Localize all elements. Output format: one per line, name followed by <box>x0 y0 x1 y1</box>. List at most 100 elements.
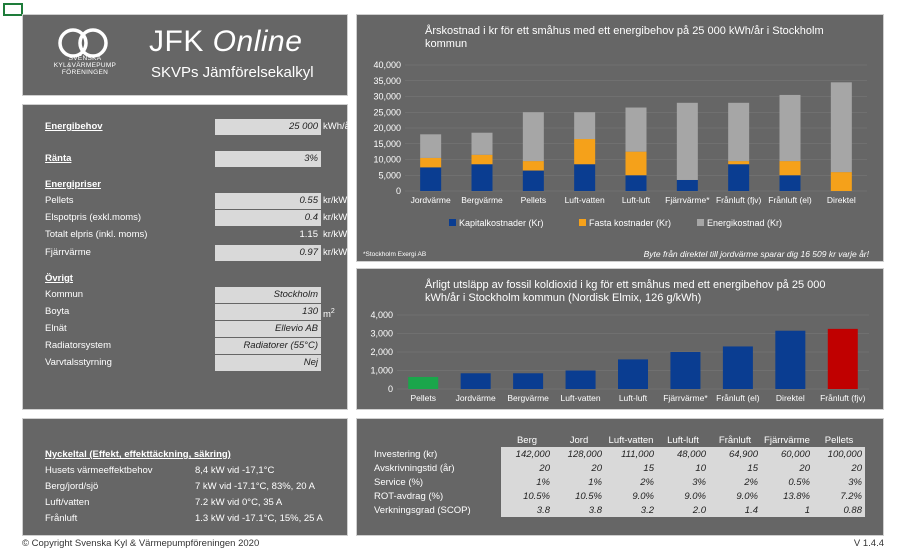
bar-segment <box>830 172 852 191</box>
boyta-input[interactable]: 130 <box>215 304 321 320</box>
chart-footnote: *Stockholm Exergi AB <box>363 251 426 258</box>
x-tick-label: Direktel <box>827 195 856 205</box>
table-row-label: Verkningsgrad (SCOP) <box>374 504 471 516</box>
bar <box>670 352 701 389</box>
table-cell[interactable]: 15 <box>709 461 761 475</box>
key-label: Berg/jord/sjö <box>45 481 99 492</box>
table-cell[interactable]: 128,000 <box>553 447 605 461</box>
table-cell[interactable]: 20 <box>761 461 813 475</box>
table-row: Investering (kr) 142,000 128,000 111,000 48,… <box>371 447 865 461</box>
ranta-input[interactable]: 3% <box>215 151 321 167</box>
table-cell[interactable]: 10.5% <box>553 489 605 503</box>
table-cell[interactable]: 3.8 <box>553 503 605 517</box>
savings-note: Byte från direktel till jordvärme sparar… <box>644 249 870 259</box>
table-cell[interactable]: 64,900 <box>709 447 761 461</box>
x-tick-label: Fjärrvärme* <box>663 393 708 403</box>
table-cell[interactable]: 2.0 <box>657 503 709 517</box>
table-cell[interactable]: 3% <box>813 475 865 489</box>
table-cell[interactable]: 20 <box>501 461 553 475</box>
bar-segment <box>728 102 750 162</box>
table-cell[interactable]: 2% <box>709 475 761 489</box>
table-cell[interactable]: 1 <box>761 503 813 517</box>
table-cell[interactable]: 3% <box>657 475 709 489</box>
key-value: 8,4 kW vid -17,1°C <box>195 465 275 476</box>
totalt-elpris-label: Totalt elpris (inkl. moms) <box>45 229 148 240</box>
bar-segment <box>779 175 801 191</box>
selected-cell-indicator[interactable] <box>3 3 23 16</box>
key-label: Frånluft <box>45 513 78 524</box>
table-cell[interactable]: 3.2 <box>605 503 657 517</box>
kommun-label: Kommun <box>45 289 84 300</box>
fjarrvarme-unit: kr/kWh <box>323 247 353 258</box>
table-column-header: Pellets <box>824 434 854 446</box>
elnat-select[interactable]: Ellevio AB <box>215 321 321 337</box>
varvtalsstyrning-select[interactable]: Nej <box>215 355 321 371</box>
fjarrvarme-price-input[interactable]: 0.97 <box>215 245 321 261</box>
y-tick-label: 20,000 <box>373 123 401 133</box>
radiatorsystem-select[interactable]: Radiatorer (55°C) <box>215 338 321 354</box>
bar-segment <box>574 164 596 191</box>
table-cell[interactable]: 48,000 <box>657 447 709 461</box>
annual-cost-chart-title: Årskostnad i kr för ett småhus med ett e… <box>425 25 824 50</box>
elspotpris-input[interactable]: 0.4 <box>215 210 321 226</box>
bar-segment <box>471 164 493 191</box>
co2-emission-chart-panel: Årligt utsläpp av fossil koldioxid i kg … <box>356 268 884 410</box>
key-figures-panel: Nyckeltal (Effekt, effekttäckning, säkri… <box>22 418 348 536</box>
bar-segment <box>779 161 801 176</box>
table-cell[interactable]: 142,000 <box>501 447 553 461</box>
boyta-label: Boyta <box>45 306 70 317</box>
x-tick-label: Bergvärme <box>461 195 503 205</box>
legend-entry: Energikostnad (Kr) <box>707 218 782 228</box>
bar-segment <box>625 107 647 152</box>
table-cell[interactable]: 9.0% <box>709 489 761 503</box>
table-cell[interactable]: 1% <box>501 475 553 489</box>
table-cell[interactable]: 20 <box>813 461 865 475</box>
table-row-label: Avskrivningstid (år) <box>374 462 455 474</box>
table-cell[interactable]: 9.0% <box>657 489 709 503</box>
table-cell[interactable]: 9.0% <box>605 489 657 503</box>
table-cell[interactable]: 111,000 <box>605 447 657 461</box>
table-cell[interactable]: 2% <box>605 475 657 489</box>
x-tick-label: Direktel <box>776 393 805 403</box>
kommun-select[interactable]: Stockholm <box>215 287 321 303</box>
table-cell[interactable]: 100,000 <box>813 447 865 461</box>
y-tick-label: 4,000 <box>370 310 393 320</box>
inputs-panel: Energibehov 25 000 kWh/år Ränta 3% Energ… <box>22 104 353 410</box>
co2-emission-chart-title: Årligt utsläpp av fossil koldioxid i kg … <box>425 279 826 304</box>
elspotpris-unit: kr/kWh <box>323 212 353 223</box>
bar-segment <box>728 164 750 191</box>
totalt-elpris-value: 1.15 <box>299 229 319 240</box>
bar-segment <box>728 161 750 165</box>
bar-segment <box>574 112 596 140</box>
y-tick-label: 3,000 <box>370 329 393 339</box>
x-tick-label: Luft-vatten <box>565 195 605 205</box>
table-row: Service (%) 1% 1% 2% 3% 2% 0.5% 3% <box>371 475 865 489</box>
x-tick-label: Bergvärme <box>507 393 549 403</box>
table-cell[interactable]: 1.4 <box>709 503 761 517</box>
table-cell[interactable]: 10 <box>657 461 709 475</box>
co2-emission-chart: 0 1,000 2,000 3,000 4,000 Pellets Jordvärme Ber… <box>370 310 869 403</box>
x-tick-label: Luft-luft <box>622 195 651 205</box>
table-column-header: Jord <box>569 434 589 446</box>
bar-segment <box>625 175 647 191</box>
table-cell[interactable]: 0.5% <box>761 475 813 489</box>
pellets-price-input[interactable]: 0.55 <box>215 193 321 209</box>
bar-segment <box>625 151 647 176</box>
energibehov-input[interactable]: 25 000 <box>215 119 321 135</box>
bar <box>460 373 491 389</box>
table-cell[interactable]: 1% <box>553 475 605 489</box>
x-tick-label: Jordvärme <box>456 393 496 403</box>
table-cell[interactable]: 20 <box>553 461 605 475</box>
table-cell[interactable]: 15 <box>605 461 657 475</box>
table-cell[interactable]: 60,000 <box>761 447 813 461</box>
bar-segment <box>420 157 442 168</box>
bar-segment <box>420 167 442 191</box>
annual-cost-chart: 0 5,000 10,000 15,000 20,000 25,000 30,000 35,0… <box>363 60 870 259</box>
table-cell[interactable]: 7.2% <box>813 489 865 503</box>
table-cell[interactable]: 13.8% <box>761 489 813 503</box>
table-cell[interactable]: 3.8 <box>501 503 553 517</box>
table-cell[interactable]: 0.88 <box>813 503 865 517</box>
legend-swatch <box>697 219 704 226</box>
legend-entry: Kapitalkostnader (Kr) <box>459 218 544 228</box>
table-cell[interactable]: 10.5% <box>501 489 553 503</box>
